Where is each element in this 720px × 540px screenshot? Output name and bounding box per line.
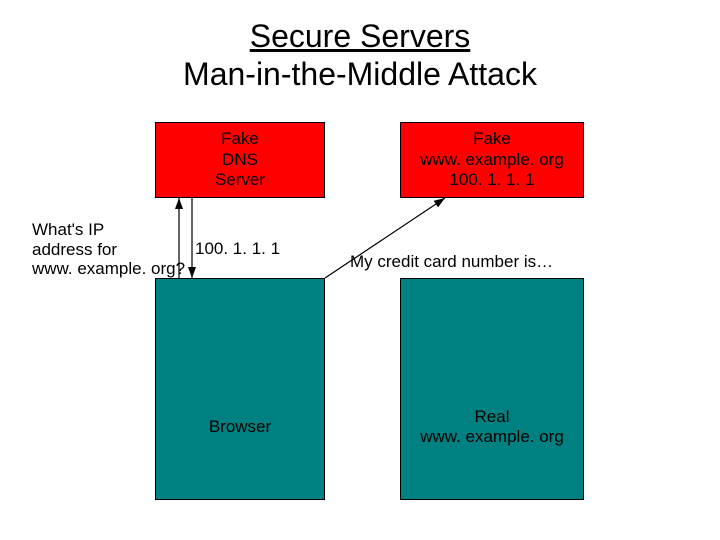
query-label: What's IP address for www. example. org? [32,220,185,279]
title-line-2: Man-in-the-Middle Attack [0,56,720,93]
fake-dns-box: Fake DNS Server [155,122,325,198]
query-line-3: www. example. org? [32,259,185,279]
query-line-1: What's IP [32,220,185,240]
browser-label-wrap: Browser [156,417,324,437]
credit-card-label: My credit card number is… [350,252,553,272]
browser-box: Browser [155,278,325,500]
credit-card-text: My credit card number is… [350,252,553,271]
fake-site-line-2: www. example. org [420,150,564,170]
fake-dns-line-1: Fake [221,129,259,149]
query-line-2: address for [32,240,185,260]
real-site-label-2: www. example. org [401,427,583,447]
fake-dns-line-3: Server [215,170,265,190]
fake-site-box: Fake www. example. org 100. 1. 1. 1 [400,122,584,198]
real-site-label-1: Real [401,407,583,427]
fake-site-line-3: 100. 1. 1. 1 [449,170,534,190]
answer-text: 100. 1. 1. 1 [195,239,280,258]
title-line-1: Secure Servers [0,18,720,55]
fake-site-line-1: Fake [473,129,511,149]
real-site-box: Real www. example. org [400,278,584,500]
real-site-label-wrap: Real www. example. org [401,407,583,448]
answer-label: 100. 1. 1. 1 [195,239,280,259]
browser-label: Browser [209,417,271,436]
diagram-stage: Secure Servers Man-in-the-Middle Attack … [0,0,720,540]
fake-dns-line-2: DNS [222,150,258,170]
